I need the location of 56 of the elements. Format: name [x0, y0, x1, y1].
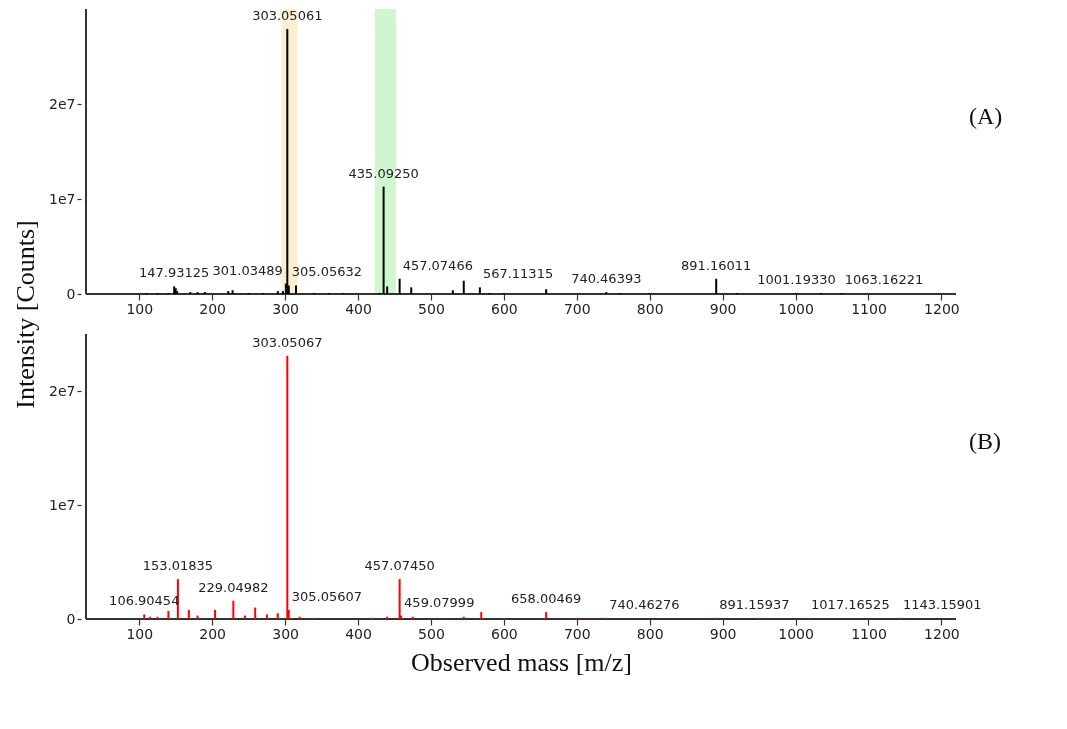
y-tick-label: 0 — [66, 610, 76, 627]
annotation: 147.93125 — [139, 265, 210, 281]
x-tick-label: 500 — [418, 625, 445, 642]
annotation: 435.09250 — [348, 165, 419, 181]
x-tick-label: 1200 — [924, 300, 960, 317]
annotation: 1017.16525 — [811, 596, 890, 612]
annotation: 1063.16221 — [844, 272, 924, 288]
x-tick-label: 800 — [636, 300, 664, 317]
annotation: 1143.15901 — [902, 596, 982, 612]
annotation: 457.07466 — [402, 257, 473, 273]
x-tick-label: 400 — [345, 625, 372, 642]
x-tick-label: 700 — [563, 300, 591, 317]
x-tick-label: 600 — [491, 300, 518, 317]
annotation: 229.04982 — [198, 579, 269, 595]
annotation: 301.03489 — [212, 262, 283, 278]
x-tick-label: 500 — [418, 300, 445, 317]
x-tick-label: 100 — [126, 625, 154, 642]
x-tick-label: 200 — [199, 300, 227, 317]
x-tick-label: 200 — [199, 625, 227, 642]
x-tick-label: 600 — [491, 625, 518, 642]
text: (A) — [969, 103, 1003, 130]
x-tick-label: 900 — [709, 300, 737, 317]
annotation: 891.16011 — [681, 257, 752, 273]
annotation: 305.05607 — [291, 588, 363, 604]
x-tick-label: 800 — [636, 625, 664, 642]
annotation: 658.00469 — [511, 591, 582, 607]
x-tick-label: 1200 — [924, 625, 960, 642]
x-tick-label: 300 — [272, 300, 299, 317]
y-tick-label: 2e7 — [49, 382, 76, 399]
x-tick-label: 400 — [345, 300, 372, 317]
annotation: 305.05632 — [291, 264, 363, 280]
text: (B) — [969, 428, 1001, 455]
annotation: 740.46393 — [571, 271, 642, 287]
annotation: 457.07450 — [364, 558, 435, 574]
annotation: 740.46276 — [609, 596, 680, 612]
annotation: 459.07999 — [404, 594, 475, 610]
x-tick-label: 1000 — [778, 625, 814, 642]
y-tick-label: 1e7 — [49, 190, 76, 207]
annotation: 1001.19330 — [757, 272, 836, 288]
annotation: 153.01835 — [142, 558, 214, 574]
y-tick-label: 1e7 — [49, 496, 76, 513]
x-tick-label: 1100 — [851, 300, 887, 317]
x-tick-label: 1000 — [778, 300, 814, 317]
annotation: 567.11315 — [482, 266, 554, 282]
x-tick-label: 900 — [709, 625, 737, 642]
annotation: 303.05067 — [252, 334, 323, 350]
annotation: 891.15937 — [719, 596, 790, 612]
annotation: 303.05061 — [252, 7, 323, 23]
x-tick-label: 300 — [272, 625, 299, 642]
x-tick-label: 1100 — [851, 625, 887, 642]
y-axis-title: Intensity [Counts] — [11, 220, 41, 409]
x-tick-label: 700 — [563, 625, 591, 642]
x-axis-title: Observed mass [m/z] — [411, 647, 632, 677]
y-tick-label: 0 — [66, 285, 76, 302]
x-tick-label: 100 — [126, 300, 154, 317]
y-tick-label: 2e7 — [49, 95, 76, 112]
